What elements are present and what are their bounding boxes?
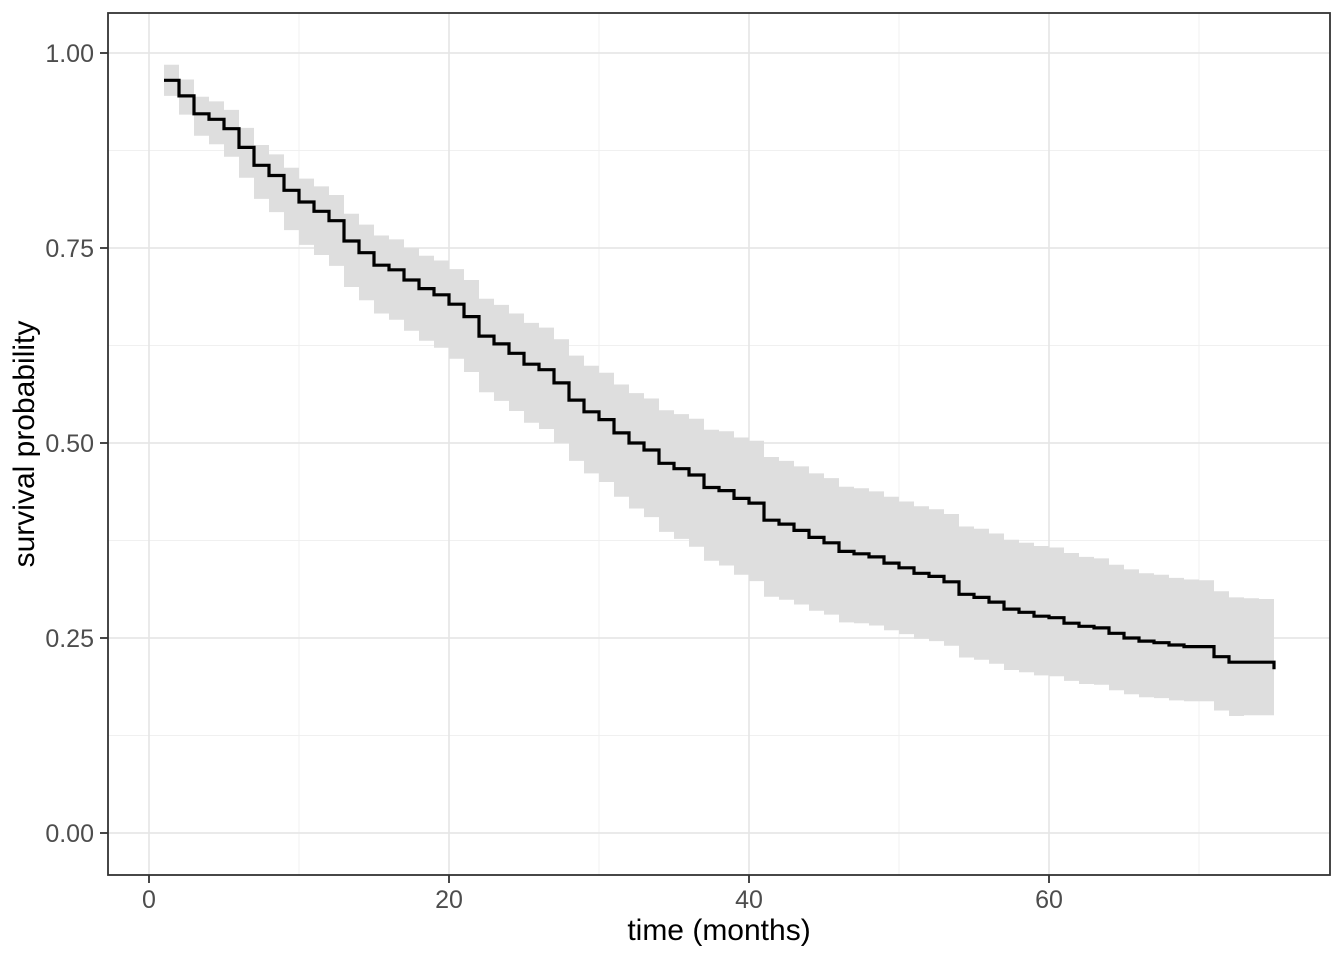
y-tick-label: 0.00	[45, 820, 94, 848]
x-tick-label: 20	[435, 886, 463, 914]
survival-step-curve	[164, 78, 1276, 670]
y-axis-tick-labels: 0.00 0.25 0.50 0.75 1.00	[45, 40, 94, 848]
confidence-ribbon	[164, 64, 1274, 723]
y-tick-label: 0.50	[45, 430, 94, 458]
y-axis-title: survival probability	[8, 321, 41, 568]
x-tick-label: 0	[142, 886, 156, 914]
y-tick-label: 1.00	[45, 40, 94, 68]
x-tick-label: 60	[1035, 886, 1063, 914]
x-axis-tick-labels: 0 20 40 60	[142, 886, 1063, 914]
x-axis-title: time (months)	[627, 914, 810, 947]
y-tick-label: 0.75	[45, 235, 94, 263]
x-tick-label: 40	[735, 886, 763, 914]
panel-border	[107, 12, 1331, 876]
axis-tick-marks	[100, 52, 1050, 883]
y-tick-label: 0.25	[45, 625, 94, 653]
